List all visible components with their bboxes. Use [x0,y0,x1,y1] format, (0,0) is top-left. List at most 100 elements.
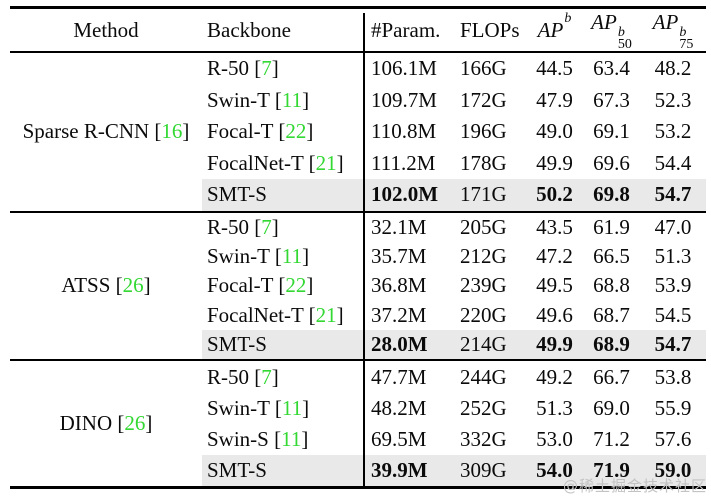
ap-cell: 44.5 [536,56,573,81]
param-cell: 32.1M [371,214,427,239]
table-row: Swin-T [11] 35.7M 212G 47.2 66.5 51.3 [10,242,706,271]
ap50-cell: 66.7 [593,364,630,389]
param-cell: 48.2M [371,395,427,420]
flops-cell: 166G [460,56,507,81]
flops-cell: 172G [460,87,507,112]
backbone-cell: R-50 [7] [207,364,279,389]
table-row: FocalNet-T [21] 111.2M 178G 49.9 69.6 54.4 [10,148,706,180]
flops-cell: 196G [460,119,507,144]
ap-cell: 47.2 [536,244,573,269]
table-header: Method Backbone #Param. FLOPs APb AP b 50 … [10,8,706,53]
ap-cell: 49.5 [536,273,573,298]
method-cell: ATSS [26] [61,273,151,298]
header-row: Method Backbone #Param. FLOPs APb AP b 50 … [10,8,706,53]
reference-number: 22 [285,273,307,298]
ap-cell: 49.2 [536,364,573,389]
table-row-highlight: SMT-S 102.0M 171G 50.2 69.8 54.7 [10,179,706,212]
ap-cell: 47.9 [536,87,573,112]
flops-cell: 214G [460,330,526,361]
reference-number: 7 [261,56,272,81]
table-row-highlight: SMT-S 39.9M 309G 54.0 71.9 59.0 [10,455,706,488]
ap75-cell: 53.8 [654,364,692,389]
ap50-cell: 71.2 [593,426,630,451]
ap-superscript: b [617,24,625,40]
ap75-cell: 54.7 [640,330,706,361]
col-header-method: Method [73,17,139,42]
ap-subscript: 50 [617,36,632,52]
flops-cell: 212G [460,244,507,269]
param-cell: 69.5M [371,426,427,451]
ap-symbol: AP [537,17,564,42]
col-header-ap75: AP b 75 [640,8,706,53]
reference-number: 16 [161,119,183,144]
table-row: ATSS [26] R-50 [7] 32.1M 205G 43.5 61.9 47.0 [10,212,706,298]
ap50-cell: 71.9 [583,455,640,488]
backbone-cell: Focal-T [22] [207,273,314,298]
table-row: Sparse R-CNN [16] R-50 [7] 106.1M 166G 44.5 6… [10,52,706,143]
param-cell: 37.2M [371,302,427,327]
flops-cell: 309G [460,455,526,488]
reference-number: 22 [285,119,307,144]
ap-subscript: 75 [679,36,694,52]
ap-cell: 50.2 [526,179,583,212]
method-group: ATSS [26] R-50 [7] 32.1M 205G 43.5 61.9 47.0 Sw… [10,211,706,361]
backbone-cell: SMT-S [202,455,364,488]
ap75-cell: 54.4 [654,150,692,175]
column-divider-line [363,13,365,486]
flops-cell: 178G [460,150,507,175]
table-row: Swin-S [11] 69.5M 332G 53.0 71.2 57.6 [10,424,706,455]
backbone-cell: R-50 [7] [207,214,279,239]
col-header-param: #Param. [371,17,441,42]
flops-cell: 332G [460,426,507,451]
ap-cell: 49.6 [536,302,573,327]
ap50-cell: 66.5 [593,244,630,269]
table-row: Swin-T [11] 109.7M 172G 47.9 67.3 52.3 [10,85,706,117]
ap75-cell: 55.9 [654,395,692,420]
reference-number: 26 [124,411,146,436]
ap75-cell: 51.3 [654,244,692,269]
ap-cell: 49.9 [536,150,573,175]
backbone-cell: Focal-T [22] [207,119,314,144]
ap-cell: 49.0 [536,119,573,144]
reference-number: 26 [122,273,144,298]
flops-cell: 239G [460,273,507,298]
backbone-cell: FocalNet-T [21] [207,150,344,175]
watermark: @稀土掘金技术社区 [562,477,707,495]
backbone-cell: SMT-S [202,179,364,212]
backbone-cell: Swin-T [11] [207,87,310,112]
table-row: DINO [26] R-50 [7] 47.7M 244G 49.2 66.7 53.8 [10,360,706,436]
flops-cell: 171G [460,179,526,212]
flops-cell: 220G [460,302,507,327]
reference-number: 11 [281,426,302,451]
param-cell: 106.1M [371,56,437,81]
ap50-cell: 68.7 [593,302,630,327]
method-group: DINO [26] R-50 [7] 47.7M 244G 49.2 66.7 53.8 Sw… [10,360,706,488]
method-group: Sparse R-CNN [16] R-50 [7] 106.1M 166G 44.5 6… [10,52,706,212]
ap-symbol: AP [591,9,617,34]
ap50-supsub: b 50 [617,24,632,52]
ap-superscript: b [679,24,687,40]
col-header-flops: FLOPs [460,17,520,42]
flops-cell: 244G [460,364,507,389]
reference-number: 21 [315,150,337,175]
backbone-cell: Swin-T [11] [207,244,310,269]
reference-number: 11 [281,395,303,420]
ap-cell: 49.9 [526,330,583,361]
ap50-cell: 63.4 [593,56,630,81]
param-cell: 28.0M [364,330,460,361]
backbone-cell: SMT-S [202,330,364,361]
ap-cell: 53.0 [536,426,573,451]
ap50-cell: 69.8 [583,179,640,212]
reference-number: 11 [281,87,303,112]
ap75-cell: 59.0 [640,455,706,488]
ap75-cell: 54.7 [640,179,706,212]
method-cell: Sparse R-CNN [16] [22,119,190,144]
backbone-cell: Swin-T [11] [207,395,310,420]
ap-cell: 43.5 [536,214,573,239]
col-header-ap50: AP b 50 [583,8,640,53]
param-cell: 109.7M [371,87,437,112]
flops-cell: 252G [460,395,507,420]
ap-superscript: b [564,10,572,26]
table-row: Swin-T [11] 48.2M 252G 51.3 69.0 55.9 [10,393,706,424]
backbone-cell: R-50 [7] [207,56,279,81]
